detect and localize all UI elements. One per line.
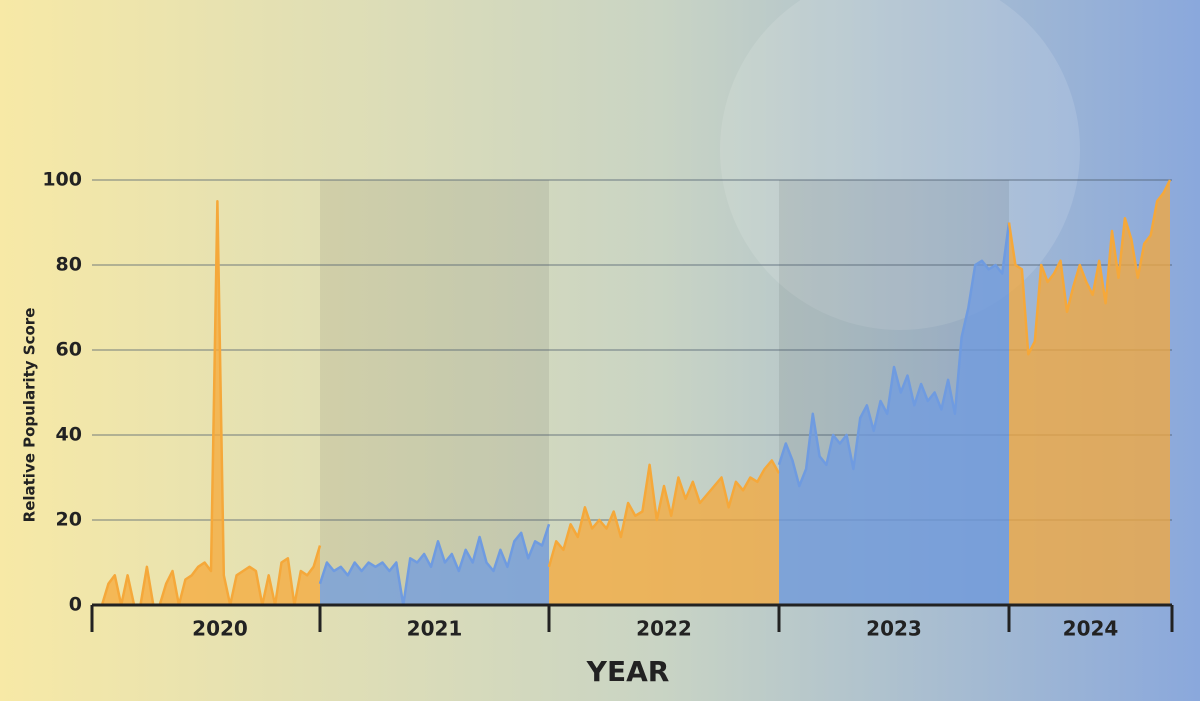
area — [1009, 180, 1170, 605]
x-tick-label: 2024 — [1063, 617, 1119, 641]
y-tick-label: 20 — [56, 509, 82, 531]
x-axis-label: YEAR — [586, 655, 670, 688]
x-tick-label: 2020 — [192, 617, 248, 641]
line — [318, 523, 551, 607]
y-tick-label: 40 — [56, 424, 82, 446]
line — [547, 459, 781, 568]
area — [779, 222, 1009, 605]
y-axis-label: Relative Popularity Score — [21, 308, 39, 523]
y-tick-label: 60 — [56, 339, 82, 361]
year-band — [320, 180, 549, 605]
x-tick-label: 2021 — [407, 617, 463, 641]
line — [777, 222, 1011, 488]
decor-circle — [720, 0, 1080, 330]
x-tick-label: 2023 — [866, 617, 922, 641]
y-tick-label: 0 — [69, 594, 82, 616]
x-tick-label: 2022 — [636, 617, 692, 641]
line — [1007, 179, 1172, 356]
y-tick-label: 80 — [56, 254, 82, 276]
area — [549, 460, 779, 605]
area — [320, 524, 549, 605]
y-tick-label: 100 — [42, 169, 82, 191]
